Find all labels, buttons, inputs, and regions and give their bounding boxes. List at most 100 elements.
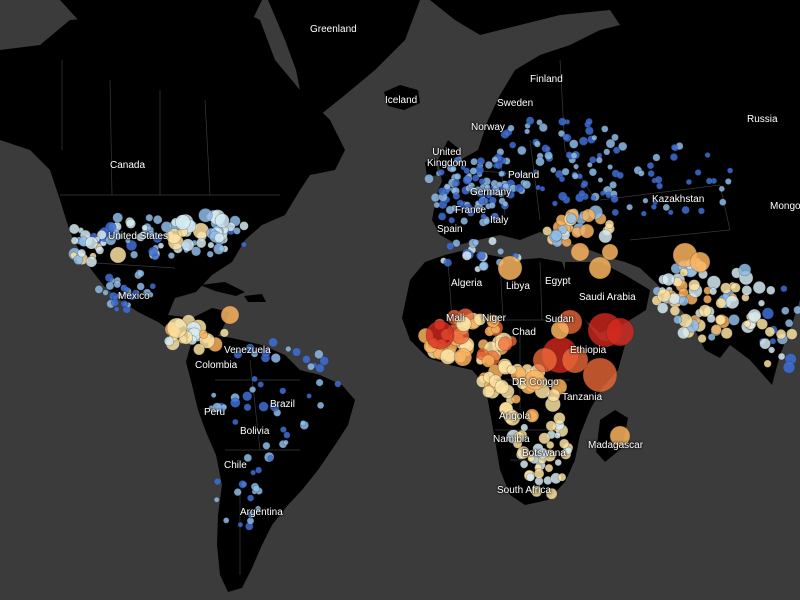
data-point[interactable] [252, 484, 260, 493]
data-point[interactable] [131, 289, 140, 298]
data-point[interactable] [206, 250, 214, 258]
data-point[interactable] [604, 219, 615, 229]
data-point[interactable] [255, 466, 263, 474]
data-point[interactable] [761, 307, 774, 320]
data-point[interactable] [437, 187, 446, 196]
data-point[interactable] [492, 184, 500, 192]
data-point[interactable] [603, 148, 611, 156]
data-point[interactable] [611, 133, 619, 142]
data-point[interactable] [455, 316, 472, 332]
data-point[interactable] [262, 441, 271, 450]
data-point[interactable] [147, 229, 155, 238]
data-point[interactable] [738, 263, 752, 277]
data-point[interactable] [697, 207, 705, 215]
data-point[interactable] [270, 353, 281, 364]
data-point[interactable] [488, 236, 497, 246]
data-point[interactable] [685, 178, 693, 186]
data-point[interactable] [544, 463, 554, 473]
data-point[interactable] [616, 171, 624, 180]
data-point[interactable] [249, 386, 257, 394]
data-point[interactable] [292, 347, 302, 357]
data-point[interactable] [257, 381, 265, 388]
data-point[interactable] [315, 363, 325, 373]
data-point[interactable] [588, 168, 598, 177]
data-point[interactable] [578, 136, 589, 146]
data-point[interactable] [766, 285, 776, 295]
data-point[interactable] [747, 308, 762, 323]
data-point[interactable] [141, 224, 149, 231]
data-point[interactable] [220, 305, 240, 325]
data-point[interactable] [334, 380, 342, 388]
data-point[interactable] [268, 337, 278, 348]
data-point[interactable] [775, 329, 787, 340]
data-point[interactable] [214, 232, 225, 244]
data-point[interactable] [757, 299, 765, 307]
data-point[interactable] [181, 238, 195, 252]
data-point[interactable] [544, 151, 553, 160]
data-point[interactable] [472, 238, 480, 246]
data-point[interactable] [95, 246, 105, 255]
data-point[interactable] [453, 348, 473, 367]
data-point[interactable] [219, 328, 229, 338]
data-point[interactable] [233, 227, 241, 235]
data-point[interactable] [267, 455, 274, 462]
data-point[interactable] [238, 480, 247, 489]
data-point[interactable] [193, 343, 205, 356]
data-point[interactable] [591, 134, 598, 141]
data-point[interactable] [306, 393, 312, 399]
data-point[interactable] [247, 512, 254, 519]
data-point[interactable] [448, 216, 456, 224]
data-point[interactable] [781, 306, 790, 315]
data-point[interactable] [506, 364, 517, 375]
data-point[interactable] [482, 217, 491, 226]
data-point[interactable] [559, 438, 570, 449]
data-point[interactable] [759, 338, 771, 350]
data-point[interactable] [136, 269, 145, 278]
data-point[interactable] [618, 141, 628, 151]
data-point[interactable] [586, 161, 593, 168]
data-point[interactable] [496, 181, 503, 188]
data-point[interactable] [482, 385, 495, 398]
data-point[interactable] [524, 369, 546, 391]
data-point[interactable] [213, 496, 220, 503]
data-point[interactable] [532, 347, 558, 373]
data-point[interactable] [647, 170, 655, 178]
data-point[interactable] [709, 287, 718, 296]
data-point[interactable] [112, 212, 123, 223]
data-point[interactable] [437, 168, 445, 176]
data-point[interactable] [585, 126, 594, 136]
data-point[interactable] [642, 197, 649, 204]
data-point[interactable] [481, 354, 495, 368]
data-point[interactable] [784, 319, 794, 328]
data-point[interactable] [525, 116, 535, 125]
data-point[interactable] [486, 314, 500, 328]
data-point[interactable] [515, 171, 522, 178]
data-point[interactable] [535, 157, 545, 167]
data-point[interactable] [545, 420, 557, 432]
data-point[interactable] [484, 184, 491, 191]
data-point[interactable] [768, 346, 776, 354]
data-point[interactable] [497, 255, 523, 281]
data-point[interactable] [650, 203, 657, 210]
data-point[interactable] [314, 349, 324, 359]
data-point[interactable] [611, 208, 619, 217]
data-point[interactable] [283, 431, 291, 439]
data-point[interactable] [77, 248, 86, 258]
data-point[interactable] [497, 190, 504, 198]
data-point[interactable] [452, 180, 460, 188]
data-point[interactable] [243, 403, 252, 412]
data-point[interactable] [626, 203, 633, 211]
data-point[interactable] [300, 420, 307, 427]
data-point[interactable] [94, 285, 104, 294]
data-point[interactable] [242, 391, 253, 402]
data-point[interactable] [160, 221, 173, 233]
data-point[interactable] [166, 317, 188, 339]
data-point[interactable] [752, 280, 766, 294]
data-point[interactable] [491, 156, 499, 164]
data-point[interactable] [550, 320, 570, 340]
data-point[interactable] [610, 194, 619, 204]
data-point[interactable] [730, 282, 741, 293]
data-point[interactable] [468, 185, 476, 193]
data-point[interactable] [703, 294, 712, 304]
data-point[interactable] [240, 241, 247, 248]
